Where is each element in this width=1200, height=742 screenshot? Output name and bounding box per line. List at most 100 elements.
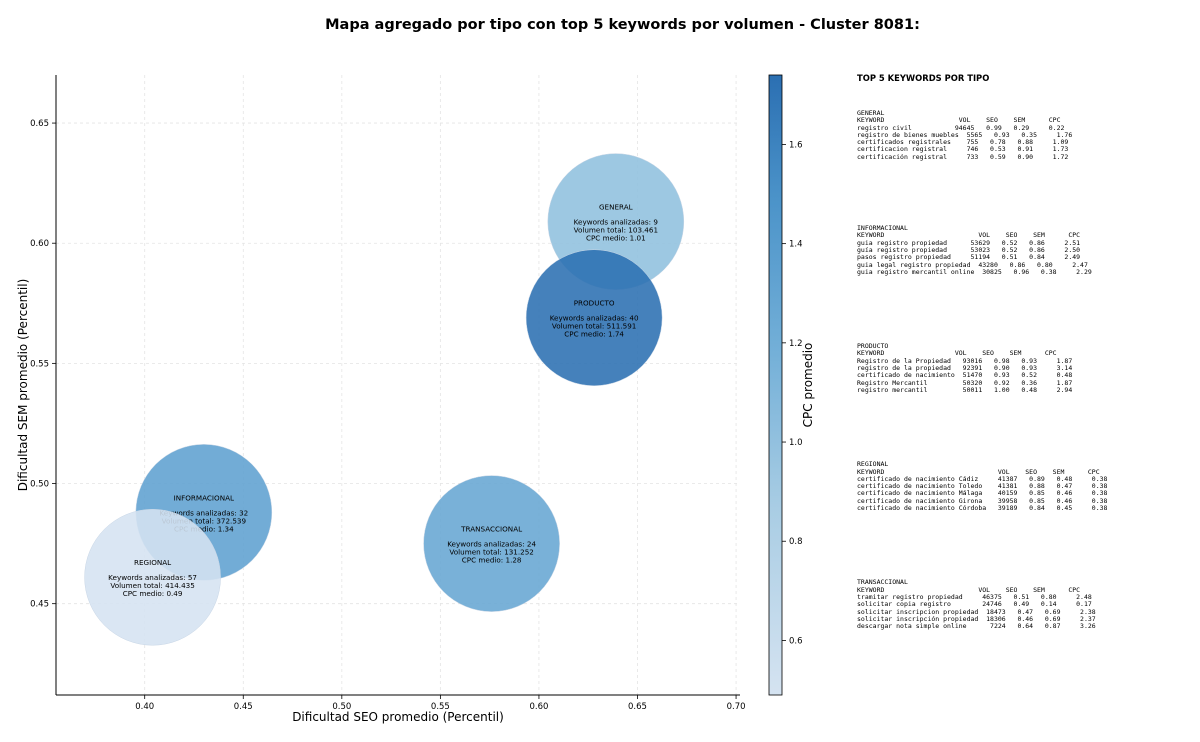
bubble-keywords: Keywords analizadas: 24 bbox=[447, 540, 536, 549]
keyword-row: certificado de nacimiento Girona 39958 0… bbox=[857, 496, 1108, 505]
y-axis-label: Dificultad SEM promedio (Percentil) bbox=[16, 279, 30, 492]
chart-title: Mapa agregado por tipo con top 5 keyword… bbox=[325, 17, 920, 33]
keyword-row: registro de bienes muebles 5565 0.93 0.3… bbox=[857, 130, 1073, 139]
keyword-row: Registro Mercantil 50320 0.92 0.36 1.87 bbox=[857, 378, 1073, 387]
x-tick-label: 0.60 bbox=[529, 702, 548, 712]
y-ticks: 0.45 0.50 0.55 0.60 0.65 bbox=[30, 119, 56, 610]
bubble-keywords: Keywords analizadas: 32 bbox=[159, 508, 248, 517]
x-tick-label: 0.70 bbox=[727, 702, 746, 712]
bubble-name: PRODUCTO bbox=[574, 299, 615, 308]
keyword-table-producto: PRODUCTO KEYWORD VOL SEO SEM CPC Registro … bbox=[857, 342, 1192, 394]
bubble-cpc: CPC medio: 0.49 bbox=[123, 589, 183, 598]
bubble-cpc: CPC medio: 1.28 bbox=[462, 556, 522, 565]
keyword-table-header: KEYWORD VOL SEO SEM CPC bbox=[857, 116, 1061, 125]
y-tick-label: 0.65 bbox=[30, 119, 49, 129]
bubble-keywords: Keywords analizadas: 9 bbox=[574, 218, 659, 227]
bubble-name: INFORMACIONAL bbox=[174, 493, 234, 502]
x-axis-label: Dificultad SEO promedio (Percentil) bbox=[292, 710, 504, 724]
keyword-table-regional: REGIONAL KEYWORD VOL SEO SEM CPC certifica… bbox=[857, 460, 1192, 513]
colorbar-tick-label: 1.2 bbox=[789, 339, 803, 349]
colorbar bbox=[768, 74, 783, 696]
bubble-keywords: Keywords analizadas: 57 bbox=[108, 573, 197, 582]
axes bbox=[55, 75, 740, 696]
bubble-keywords: Keywords analizadas: 40 bbox=[550, 314, 639, 323]
bubble-circle bbox=[423, 475, 560, 612]
colorbar-ticks: 0.6 0.8 1.0 1.2 1.4 1.6 bbox=[782, 140, 803, 646]
y-tick-label: 0.55 bbox=[30, 359, 49, 369]
keyword-row: certificado de nacimiento Córdoba 39189 … bbox=[857, 504, 1108, 513]
keyword-row: solicitar copia registro 24746 0.49 0.14… bbox=[857, 600, 1092, 609]
bubble-circle bbox=[84, 508, 221, 646]
top-keywords-panel: TOP 5 KEYWORDS POR TIPO GENERAL KEYWORD V… bbox=[857, 73, 1192, 630]
keyword-row: descargar nota simple online 7224 0.64 0… bbox=[857, 622, 1096, 631]
bubble-name: GENERAL bbox=[599, 203, 633, 212]
keyword-row: registro civil 94645 0.99 0.29 0.22 bbox=[857, 123, 1065, 132]
bubble-transaccional: TRANSACCIONAL Keywords analizadas: 24Volu… bbox=[423, 475, 560, 612]
colorbar-tick-label: 1.0 bbox=[789, 438, 803, 448]
keyword-row: guia legal registro propiedad 43280 0.86… bbox=[857, 260, 1088, 269]
bubble-volume: Volumen total: 131.252 bbox=[449, 548, 533, 557]
keyword-table-name: PRODUCTO bbox=[857, 342, 889, 351]
keyword-table-name: TRANSACCIONAL bbox=[857, 578, 908, 587]
colorbar-tick-label: 0.6 bbox=[789, 636, 803, 646]
keyword-row: solicitar inscripción propiedad 18306 0.… bbox=[857, 614, 1096, 623]
bubble-volume: Volumen total: 103.461 bbox=[574, 226, 658, 235]
x-tick-label: 0.40 bbox=[135, 702, 154, 712]
keyword-table-transaccional: TRANSACCIONAL KEYWORD VOL SEO SEM CPC tram… bbox=[857, 579, 1192, 630]
keyword-row: registro de la propiedad 92391 0.90 0.93… bbox=[857, 364, 1073, 373]
keyword-table-spacer bbox=[857, 512, 1192, 579]
keyword-row: certificado de nacimiento Toledo 41381 0… bbox=[857, 482, 1108, 491]
keyword-table-header: KEYWORD VOL SEO SEM CPC bbox=[857, 231, 1081, 240]
keyword-table-informacional: INFORMACIONAL KEYWORD VOL SEO SEM CPC guia… bbox=[857, 224, 1192, 276]
x-tick-label: 0.50 bbox=[332, 702, 351, 712]
colorbar-label: CPC promedio bbox=[801, 343, 815, 428]
bubble-cpc: CPC medio: 1.01 bbox=[586, 234, 646, 243]
bubble-circle bbox=[525, 249, 663, 386]
keyword-row: guia registro mercantil online 30825 0.9… bbox=[857, 267, 1092, 276]
bubble-name: REGIONAL bbox=[134, 558, 171, 567]
bubble-volume: Volumen total: 372.539 bbox=[162, 516, 247, 525]
keyword-row: guia registro propiedad 53629 0.52 0.86 … bbox=[857, 238, 1081, 247]
x-ticks: 0.40 0.45 0.50 0.55 0.60 0.65 0.70 bbox=[135, 695, 746, 712]
keyword-row: guía registro propiedad 53023 0.52 0.86 … bbox=[857, 245, 1081, 254]
colorbar-tick-label: 1.6 bbox=[789, 140, 803, 150]
keyword-row: certificados registrales 755 0.78 0.88 1… bbox=[857, 138, 1069, 147]
colorbar-tick-label: 1.4 bbox=[789, 240, 803, 250]
colorbar-tick-label: 0.8 bbox=[789, 537, 803, 547]
top-keywords-title: TOP 5 KEYWORDS POR TIPO bbox=[857, 73, 990, 83]
keyword-table-name: GENERAL bbox=[857, 109, 885, 117]
keyword-row: Registro de la Propiedad 93016 0.98 0.93… bbox=[857, 356, 1073, 365]
keyword-table-name: REGIONAL bbox=[857, 460, 889, 469]
bubble-volume: Volumen total: 414.435 bbox=[110, 581, 194, 590]
keyword-row: certificado de nacimiento 51470 0.93 0.5… bbox=[857, 371, 1073, 380]
bubble-cpc: CPC medio: 1.34 bbox=[174, 524, 234, 533]
keyword-table-spacer bbox=[857, 276, 1192, 343]
keyword-row: certificacion registral 746 0.53 0.91 1.… bbox=[857, 145, 1069, 154]
keyword-table-header: KEYWORD VOL SEO SEM CPC bbox=[857, 585, 1081, 594]
bubble-name: TRANSACCIONAL bbox=[460, 525, 522, 534]
bubble-cpc: CPC medio: 1.74 bbox=[564, 330, 624, 339]
keyword-row: pasos registro propiedad 51194 0.51 0.84… bbox=[857, 253, 1081, 262]
keyword-row: certificación registral 733 0.59 0.90 1.… bbox=[857, 152, 1069, 161]
x-tick-label: 0.45 bbox=[234, 702, 253, 712]
keyword-row: certificado de nacimiento Málaga 40159 0… bbox=[857, 489, 1108, 498]
bubble-volume: Volumen total: 511.591 bbox=[552, 322, 636, 331]
keyword-table-general: GENERAL KEYWORD VOL SEO SEM CPC registro c… bbox=[857, 109, 1192, 161]
keyword-table-header: KEYWORD VOL SEO SEM CPC bbox=[857, 349, 1057, 358]
y-tick-label: 0.50 bbox=[30, 480, 49, 490]
keyword-row: tramitar registro propiedad 46375 0.51 0… bbox=[857, 592, 1092, 601]
keyword-row: solicitar inscripcion propiedad 18473 0.… bbox=[857, 607, 1096, 616]
x-tick-label: 0.65 bbox=[628, 702, 647, 712]
keyword-table-spacer bbox=[857, 394, 1192, 461]
keyword-row: certificado de nacimiento Cádiz 41387 0.… bbox=[857, 474, 1108, 483]
keyword-tables: GENERAL KEYWORD VOL SEO SEM CPC registro c… bbox=[857, 109, 1192, 630]
keyword-table-header: KEYWORD VOL SEO SEM CPC bbox=[857, 467, 1100, 476]
y-tick-label: 0.45 bbox=[30, 600, 49, 610]
keyword-row: registro mercantil 50011 1.00 0.48 2.94 bbox=[857, 385, 1073, 394]
y-tick-label: 0.60 bbox=[30, 239, 49, 249]
x-tick-label: 0.55 bbox=[431, 702, 450, 712]
